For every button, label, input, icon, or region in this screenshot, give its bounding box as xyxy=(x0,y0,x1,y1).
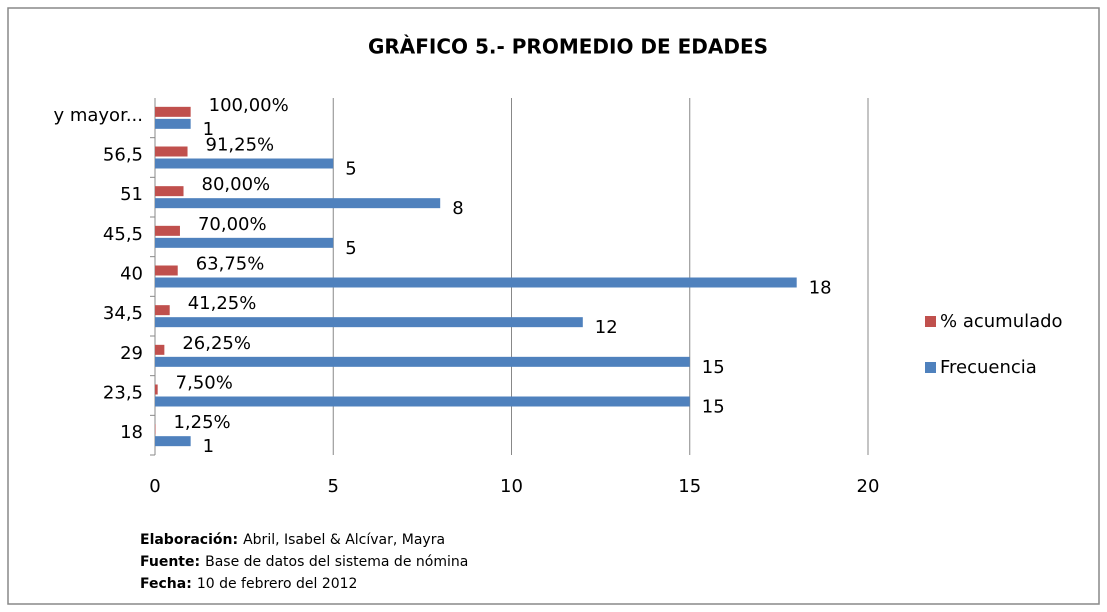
footer-line: Elaboración: Abril, Isabel & Alcívar, May… xyxy=(140,532,445,548)
y-tick-label: 29 xyxy=(120,343,143,364)
bar xyxy=(155,305,170,316)
y-tick-label: y mayor... xyxy=(53,105,143,126)
footer-line: Fuente: Base de datos del sistema de nómi… xyxy=(140,554,468,570)
data-label: 70,00% xyxy=(198,214,267,235)
bar xyxy=(155,198,441,209)
chart-border xyxy=(7,7,1100,605)
data-label: 80,00% xyxy=(202,174,271,195)
bar xyxy=(155,396,690,407)
footer-label: Elaboración: xyxy=(140,532,238,548)
bar xyxy=(155,118,191,129)
x-tick-label: 20 xyxy=(857,476,880,497)
bar xyxy=(155,356,690,367)
x-tick-label: 5 xyxy=(328,476,339,497)
data-label: 91,25% xyxy=(206,135,275,156)
y-tick-label: 34,5 xyxy=(103,303,143,324)
y-tick-label: 51 xyxy=(120,184,143,205)
y-tick-label: 23,5 xyxy=(103,383,143,404)
legend-label: Frecuencia xyxy=(940,357,1037,378)
data-label: 18 xyxy=(809,278,832,299)
data-label: 12 xyxy=(595,317,618,338)
bar xyxy=(155,186,184,197)
bar xyxy=(155,237,334,248)
bar xyxy=(155,225,180,236)
y-tick-label: 56,5 xyxy=(103,145,143,166)
data-label: 1 xyxy=(203,119,214,140)
chart-title: GRÀFICO 5.- PROMEDIO DE EDADES xyxy=(368,35,768,59)
footer-text: Base de datos del sistema de nómina xyxy=(205,554,468,570)
bar xyxy=(155,277,797,288)
legend-label: % acumulado xyxy=(940,311,1063,332)
footer-label: Fecha: xyxy=(140,576,192,592)
bar xyxy=(155,384,158,395)
footer-label: Fuente: xyxy=(140,554,200,570)
y-tick-label: 45,5 xyxy=(103,224,143,245)
data-label: 5 xyxy=(345,238,356,259)
data-label: 41,25% xyxy=(188,293,257,314)
legend-swatch xyxy=(925,316,936,327)
footer-text: 10 de febrero del 2012 xyxy=(197,576,358,592)
bar xyxy=(155,436,191,447)
y-tick-label: 40 xyxy=(120,264,143,285)
y-tick-label: 18 xyxy=(120,422,143,443)
bar xyxy=(155,158,334,169)
x-tick-label: 15 xyxy=(678,476,701,497)
x-tick-label: 10 xyxy=(500,476,523,497)
footer-line: Fecha: 10 de febrero del 2012 xyxy=(140,576,357,592)
data-label: 15 xyxy=(702,357,725,378)
data-label: 1,25% xyxy=(173,412,230,433)
data-label: 26,25% xyxy=(182,333,251,354)
bar xyxy=(155,344,165,355)
data-label: 100,00% xyxy=(209,95,289,116)
data-label: 7,50% xyxy=(176,373,233,394)
data-label: 5 xyxy=(345,159,356,180)
bar xyxy=(155,265,178,276)
legend-swatch xyxy=(925,362,936,373)
data-label: 15 xyxy=(702,397,725,418)
bar xyxy=(155,146,188,157)
bar xyxy=(155,317,583,328)
data-label: 8 xyxy=(452,198,463,219)
footer-text: Abril, Isabel & Alcívar, Mayra xyxy=(243,532,445,548)
bar xyxy=(155,106,191,117)
data-label: 63,75% xyxy=(196,254,265,275)
data-label: 1 xyxy=(203,436,214,457)
x-tick-label: 0 xyxy=(149,476,160,497)
